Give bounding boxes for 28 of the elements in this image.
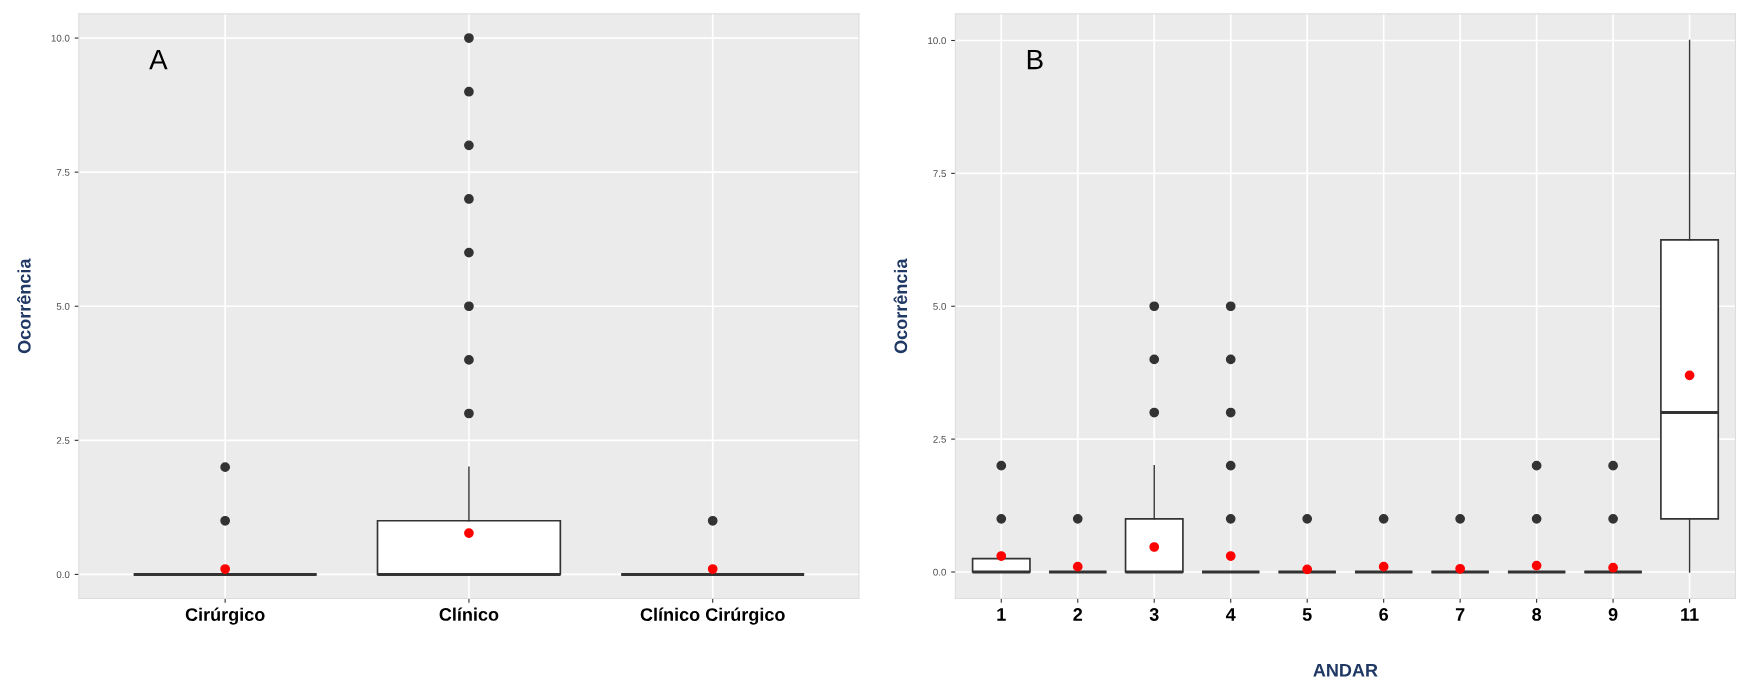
annotation: A [149,50,168,70]
y-tick-label: 7.5 [56,168,70,176]
y-tick-label: 2.5 [56,437,70,444]
x-tick-label: 8 [1532,608,1542,621]
annotation: B [1027,50,1043,70]
x-tick-label: 3 [1149,608,1159,621]
x-tick-label: 4 [1225,608,1236,621]
x-tick-label: 11 [1681,608,1699,621]
x-tick-label: 2 [1073,608,1083,621]
x-axis-title: ANDAR [1313,663,1378,677]
x-tick-label: 9 [1608,608,1618,621]
x-tick-label: Clínico Cirúrgico [640,607,785,625]
x-tick-label: Cirúrgico [185,607,265,625]
y-axis-title: Ocorrência [893,258,908,354]
y-tick-label: 10.0 [928,37,946,45]
x-tick-label: 7 [1455,608,1465,621]
y-tick-label: 0.0 [56,571,70,579]
x-tick-label: 5 [1302,608,1312,621]
y-tick-label: 10.0 [51,34,70,42]
y-axis-title: Ocorrência [17,258,31,354]
y-tick-label: 2.5 [933,435,946,443]
x-tick-label: Clínico [439,607,499,621]
x-tick-label: 6 [1379,608,1389,621]
x-tick-label: 1 [997,608,1006,621]
y-tick-label: 0.0 [933,568,946,576]
y-tick-label: 5.0 [933,302,946,310]
y-tick-label: 7.5 [933,170,946,177]
y-tick-label: 5.0 [56,302,70,310]
